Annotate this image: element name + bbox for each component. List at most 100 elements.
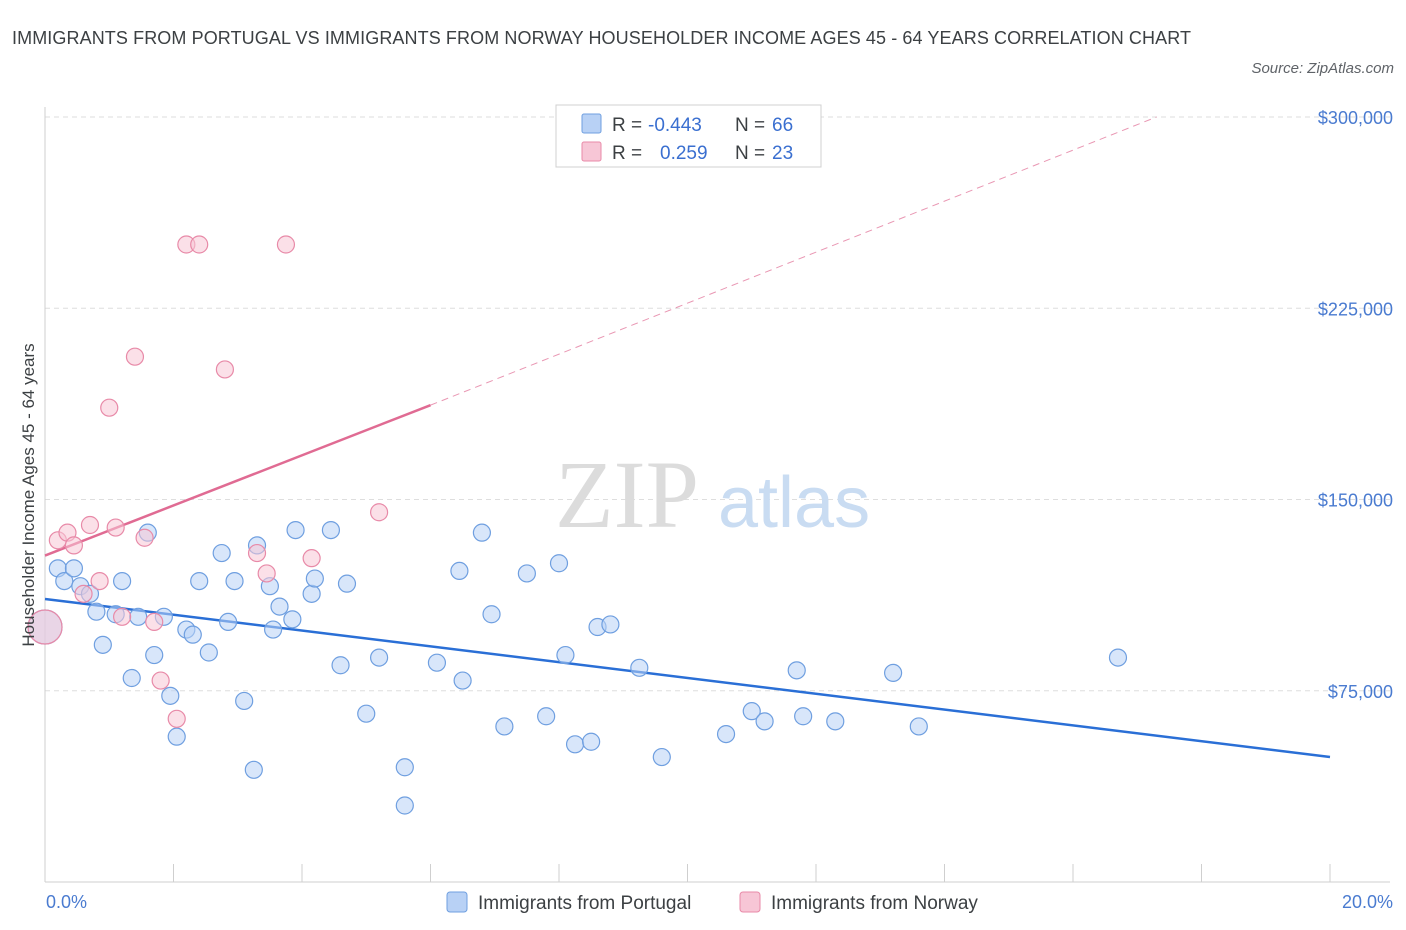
point-portugal-43 (453, 671, 472, 690)
legend-label-portugal: Immigrants from Portugal (478, 893, 691, 914)
point-norway-5 (80, 515, 100, 535)
point-portugal-22 (219, 612, 238, 632)
point-portugal-60 (787, 661, 806, 680)
point-portugal-11 (129, 607, 148, 626)
axes (44, 107, 1390, 883)
point-portugal-35 (331, 656, 350, 675)
stats-swatch-portugal (581, 113, 602, 134)
point-portugal-50 (556, 645, 575, 665)
point-portugal-46 (495, 717, 514, 736)
point-portugal-44 (472, 523, 491, 542)
legend-swatch-portugal (446, 891, 468, 913)
point-norway-7 (100, 398, 119, 417)
point-portugal-29 (270, 597, 289, 616)
point-portugal-40 (395, 796, 414, 815)
point-portugal-16 (167, 727, 186, 746)
x-tick-label-max: 20.0% (1342, 892, 1393, 912)
point-portugal-20 (199, 643, 218, 662)
point-norway-19 (257, 564, 276, 583)
point-norway-11 (135, 528, 154, 547)
point-portugal-36 (337, 574, 357, 593)
point-portugal-9 (112, 571, 132, 591)
stats-legend: R = -0.443 N = 66 R = 0.259 N = 23 (555, 104, 822, 168)
trend-lines (44, 116, 1331, 759)
x-tick-label-min: 0.0% (46, 892, 87, 912)
point-portugal-49 (549, 554, 569, 573)
point-portugal-51 (565, 735, 585, 754)
y-axis-label: Householder Income Ages 45 - 64 years (19, 343, 38, 646)
stats-swatch-norway (581, 141, 602, 162)
point-norway-10 (125, 347, 145, 366)
point-portugal-34 (321, 520, 341, 540)
point-portugal-7 (93, 635, 112, 654)
point-portugal-62 (826, 712, 845, 731)
point-norway-22 (370, 503, 389, 522)
y-tick-label-2: $225,000 (1318, 299, 1393, 319)
point-norway-3 (64, 536, 84, 555)
point-portugal-2 (55, 571, 74, 591)
y-tick-label-1: $150,000 (1318, 491, 1393, 511)
point-norway-14 (167, 709, 186, 728)
point-norway-0 (27, 609, 63, 645)
tick-labels: $75,000 $150,000 $225,000 $300,000 0.0% 20.0% (46, 108, 1393, 912)
point-portugal-15 (161, 686, 180, 705)
point-portugal-24 (235, 691, 254, 711)
point-portugal-18 (183, 625, 202, 644)
point-portugal-10 (122, 668, 141, 688)
point-portugal-52 (582, 732, 601, 751)
point-portugal-28 (263, 620, 283, 639)
chart-title: IMMIGRANTS FROM PORTUGAL VS IMMIGRANTS F… (12, 28, 1192, 48)
point-portugal-58 (742, 702, 761, 721)
stats-n-value-norway: 23 (772, 143, 793, 164)
point-portugal-61 (794, 707, 813, 726)
point-portugal-37 (357, 704, 376, 723)
watermark-zip: ZIP (555, 441, 699, 548)
legend-label-norway: Immigrants from Norway (771, 893, 978, 914)
chart-source: Source: ZipAtlas.com (1251, 60, 1394, 77)
trend-line-portugal (44, 597, 1331, 759)
point-portugal-23 (225, 571, 244, 591)
point-portugal-32 (302, 584, 321, 603)
point-portugal-59 (755, 712, 774, 731)
point-portugal-56 (652, 747, 671, 767)
point-portugal-54 (601, 615, 620, 634)
point-portugal-6 (87, 602, 106, 621)
point-portugal-65 (1108, 648, 1128, 667)
point-portugal-19 (190, 571, 209, 591)
point-portugal-48 (537, 707, 556, 726)
point-portugal-47 (517, 564, 536, 583)
point-norway-9 (112, 607, 132, 626)
stats-n-label-portugal: N = (735, 115, 765, 136)
trend-line-norway (44, 403, 431, 557)
stats-r-label-norway: R = (612, 143, 642, 164)
point-portugal-25 (244, 760, 263, 779)
point-portugal-13 (145, 645, 164, 665)
point-portugal-63 (883, 663, 903, 683)
point-portugal-42 (450, 561, 469, 581)
point-portugal-57 (716, 724, 736, 744)
point-norway-16 (190, 235, 209, 254)
point-portugal-3 (64, 559, 84, 578)
point-norway-18 (247, 543, 267, 563)
gridlines (45, 116, 1390, 692)
point-portugal-45 (482, 605, 501, 624)
watermark: ZIP atlas (555, 441, 870, 548)
data-points (27, 235, 1128, 815)
point-portugal-21 (212, 543, 231, 563)
point-norway-13 (151, 671, 170, 690)
point-portugal-41 (427, 653, 447, 672)
point-portugal-31 (286, 520, 305, 540)
legend-swatch-norway (739, 891, 761, 913)
point-portugal-33 (305, 569, 324, 588)
series-legend: Immigrants from Portugal Immigrants from… (446, 891, 978, 914)
point-norway-4 (74, 584, 93, 603)
point-norway-8 (106, 518, 125, 537)
stats-r-value-portugal: -0.443 (648, 115, 702, 136)
point-norway-20 (276, 235, 296, 254)
point-portugal-30 (283, 610, 302, 629)
point-portugal-38 (370, 648, 389, 667)
point-portugal-55 (630, 658, 649, 677)
y-tick-label-3: $300,000 (1318, 108, 1393, 128)
point-portugal-64 (909, 717, 928, 736)
